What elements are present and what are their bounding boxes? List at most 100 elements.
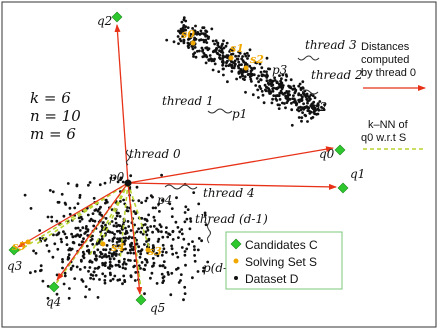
dataset-point [170, 215, 174, 219]
dataset-point [183, 253, 187, 257]
label-thread3: thread 3 [305, 38, 357, 52]
dataset-point [119, 178, 122, 182]
dataset-point [88, 260, 92, 264]
dataset-point [122, 198, 125, 202]
dataset-point [111, 277, 115, 281]
dataset-point [80, 278, 84, 282]
dataset-point [174, 220, 178, 224]
dataset-point [125, 231, 129, 235]
dataset-point [126, 251, 130, 255]
dataset-point [67, 253, 71, 257]
dataset-point [197, 202, 201, 206]
arrow-to-q0 [127, 146, 334, 184]
dataset-point [297, 109, 301, 113]
dataset-point [261, 93, 265, 97]
dataset-point [55, 273, 59, 277]
dataset-point [149, 225, 153, 228]
dataset-point [145, 219, 149, 223]
dataset-point [167, 232, 171, 236]
dataset-point [62, 230, 65, 234]
dataset-point [88, 219, 92, 223]
label-q4: q4 [46, 295, 61, 309]
label-thread4: thread 4 [203, 186, 255, 200]
dataset-point [257, 74, 260, 78]
dataset-point [177, 42, 180, 45]
dataset-point [257, 80, 260, 84]
dataset-point [192, 55, 195, 58]
dataset-point [251, 93, 255, 97]
dataset-point [198, 38, 201, 42]
dataset-point [220, 44, 224, 47]
dataset-point [299, 88, 303, 91]
dataset-point [198, 33, 202, 36]
dataset-point [231, 49, 235, 52]
dataset-point [69, 268, 73, 271]
dataset-point [225, 41, 229, 45]
dataset-point [192, 52, 195, 56]
dataset-point [98, 183, 102, 187]
knn-line-q5 [127, 182, 143, 299]
dataset-point [170, 244, 174, 248]
dataset-point [322, 107, 326, 111]
dataset-point [96, 266, 100, 270]
dataset-point [278, 84, 282, 87]
dataset-point [288, 93, 291, 97]
dataset-point [172, 40, 176, 44]
dataset-point [220, 60, 224, 64]
dataset-point [103, 274, 107, 278]
pointer-thread3 [297, 55, 320, 61]
knn-line-s4 [99, 182, 129, 246]
dataset-point [197, 237, 201, 240]
dataset-point [97, 207, 101, 211]
dataset-point [50, 219, 54, 223]
dataset-point [161, 199, 164, 202]
dataset-point [297, 84, 301, 88]
dataset-point [96, 296, 100, 299]
dataset-point [38, 237, 42, 240]
dataset-point [284, 78, 288, 82]
candidate-q3 [8, 244, 20, 256]
dataset-point [186, 208, 190, 212]
dataset-point [313, 96, 317, 100]
solving-s2 [243, 65, 249, 71]
dataset-point [46, 296, 50, 300]
dataset-point [78, 268, 82, 271]
dataset-point [208, 54, 212, 57]
dataset-point [289, 86, 293, 90]
dataset-point [284, 106, 287, 110]
label-s3: s3 [148, 245, 162, 258]
dataset-point [126, 220, 130, 223]
dataset-point [101, 272, 105, 276]
dataset-point [191, 27, 195, 30]
dataset-point [144, 263, 147, 267]
dataset-point [259, 70, 263, 74]
dataset-point [161, 235, 165, 239]
dataset-point [151, 230, 155, 234]
dataset-point [70, 232, 73, 236]
dataset-point [101, 261, 104, 265]
dataset-point [32, 249, 35, 253]
dataset-point [107, 239, 111, 242]
dataset-point [76, 202, 80, 206]
dataset-point [280, 87, 284, 91]
dataset-point [166, 235, 170, 239]
dataset-point [246, 57, 249, 60]
dataset-point [138, 255, 142, 259]
dataset-point [113, 236, 116, 240]
dataset-point [98, 278, 101, 281]
dataset-point [114, 217, 117, 221]
dataset-point [223, 55, 227, 59]
dataset-point [90, 237, 94, 241]
param-n: n = 10 [30, 107, 81, 125]
dataset-point [202, 52, 206, 55]
candidate-q5 [135, 294, 147, 306]
dataset-point [151, 244, 155, 247]
dataset-point [179, 279, 182, 282]
dataset-point [109, 248, 112, 251]
legend-solving-icon [233, 258, 239, 264]
dataset-point [92, 270, 96, 274]
dataset-point [127, 235, 131, 239]
dataset-point [280, 77, 283, 81]
dataset-point [180, 228, 184, 231]
dataset-point [183, 211, 187, 214]
